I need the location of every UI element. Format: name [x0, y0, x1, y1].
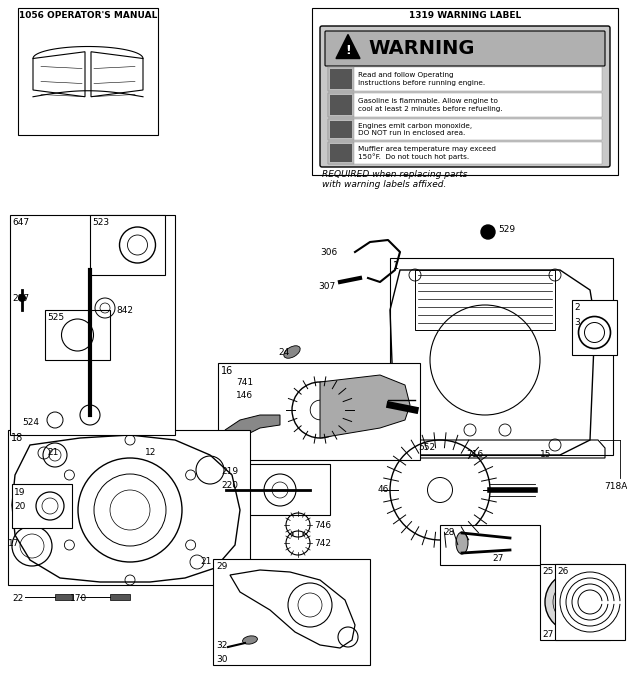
- Bar: [328, 119, 354, 140]
- Bar: [328, 119, 602, 140]
- Bar: [213, 559, 370, 665]
- Bar: [312, 8, 618, 175]
- Bar: [330, 95, 352, 115]
- Text: 146: 146: [236, 391, 253, 400]
- Text: 46: 46: [378, 486, 389, 494]
- Text: 17: 17: [8, 539, 19, 548]
- Text: 18: 18: [11, 433, 23, 443]
- Text: 523: 523: [92, 218, 109, 227]
- Text: 27: 27: [542, 630, 554, 639]
- Text: 742: 742: [314, 539, 331, 548]
- Bar: [12, 484, 72, 528]
- Text: 307: 307: [319, 282, 336, 291]
- Text: Read and follow Operating
Instructions before running engine.: Read and follow Operating Instructions b…: [358, 72, 485, 86]
- FancyBboxPatch shape: [325, 31, 605, 66]
- Text: 716: 716: [466, 450, 483, 459]
- Circle shape: [545, 572, 605, 632]
- Text: 741: 741: [236, 378, 253, 387]
- Circle shape: [481, 225, 495, 239]
- Bar: [90, 215, 165, 275]
- Text: WARNING: WARNING: [368, 39, 475, 58]
- Circle shape: [18, 294, 26, 302]
- Polygon shape: [225, 415, 280, 438]
- Text: 12: 12: [145, 448, 156, 457]
- FancyBboxPatch shape: [320, 26, 610, 167]
- Bar: [330, 121, 352, 138]
- Bar: [328, 142, 354, 164]
- Polygon shape: [320, 375, 410, 438]
- Bar: [390, 258, 613, 455]
- Text: 27: 27: [492, 554, 503, 563]
- Bar: [10, 215, 175, 435]
- Text: 552: 552: [418, 443, 435, 452]
- Text: 16: 16: [221, 366, 233, 376]
- Text: 26: 26: [557, 567, 568, 576]
- Text: Gasoline is flammable. Allow engine to
cool at least 2 minutes before refueling.: Gasoline is flammable. Allow engine to c…: [358, 98, 503, 112]
- Text: 21: 21: [200, 557, 211, 566]
- Text: REQUIRED when replacing parts
with warning labels affixed.: REQUIRED when replacing parts with warni…: [322, 170, 468, 190]
- Text: 525: 525: [47, 313, 64, 322]
- Text: 30: 30: [216, 655, 228, 664]
- Text: Engines emit carbon monoxide,
DO NOT run in enclosed area.: Engines emit carbon monoxide, DO NOT run…: [358, 123, 472, 136]
- Bar: [328, 67, 354, 91]
- Text: 170: 170: [70, 594, 87, 603]
- Polygon shape: [336, 34, 360, 59]
- Text: 718A: 718A: [604, 482, 627, 491]
- Bar: [218, 464, 330, 515]
- Bar: [328, 93, 602, 117]
- Text: 1056 OPERATOR'S MANUAL: 1056 OPERATOR'S MANUAL: [19, 11, 157, 20]
- Text: 219: 219: [221, 467, 238, 476]
- Bar: [540, 564, 610, 640]
- Text: 529: 529: [498, 226, 515, 234]
- Text: 22: 22: [12, 594, 23, 603]
- Bar: [8, 430, 250, 585]
- Text: !: !: [345, 44, 351, 57]
- Text: 746: 746: [314, 521, 331, 530]
- Bar: [572, 300, 617, 355]
- Text: 220: 220: [221, 481, 238, 490]
- Ellipse shape: [284, 346, 300, 358]
- Text: 29: 29: [216, 562, 228, 571]
- Text: 3: 3: [574, 318, 580, 327]
- Text: 19: 19: [14, 488, 26, 497]
- Text: 28: 28: [443, 528, 455, 537]
- Bar: [328, 67, 602, 91]
- Bar: [218, 363, 420, 460]
- Text: 524: 524: [22, 418, 39, 427]
- Text: 32: 32: [216, 641, 228, 650]
- Text: 24: 24: [278, 348, 289, 357]
- Polygon shape: [91, 52, 143, 97]
- Text: 2: 2: [574, 303, 579, 312]
- Ellipse shape: [456, 532, 468, 554]
- Bar: [330, 69, 352, 89]
- Text: 20: 20: [14, 502, 25, 511]
- Text: 1319 WARNING LABEL: 1319 WARNING LABEL: [409, 11, 521, 20]
- Text: Muffler area temperature may exceed
150°F.  Do not touch hot parts.: Muffler area temperature may exceed 150°…: [358, 146, 496, 160]
- Bar: [110, 594, 130, 600]
- Text: 287: 287: [12, 294, 29, 303]
- Bar: [328, 142, 602, 164]
- Text: 647: 647: [12, 218, 29, 227]
- Text: 21: 21: [47, 448, 58, 457]
- Text: 25: 25: [542, 567, 554, 576]
- Polygon shape: [33, 52, 85, 97]
- Text: 15: 15: [540, 450, 552, 459]
- Bar: [55, 594, 73, 600]
- Bar: [330, 144, 352, 162]
- Bar: [555, 564, 625, 640]
- Bar: [18, 8, 158, 135]
- Ellipse shape: [243, 636, 258, 644]
- Bar: [45, 310, 110, 360]
- Text: 306: 306: [321, 248, 338, 257]
- Text: 842: 842: [116, 306, 133, 315]
- Bar: [328, 93, 354, 117]
- Bar: [440, 525, 540, 565]
- Text: 1: 1: [393, 261, 399, 271]
